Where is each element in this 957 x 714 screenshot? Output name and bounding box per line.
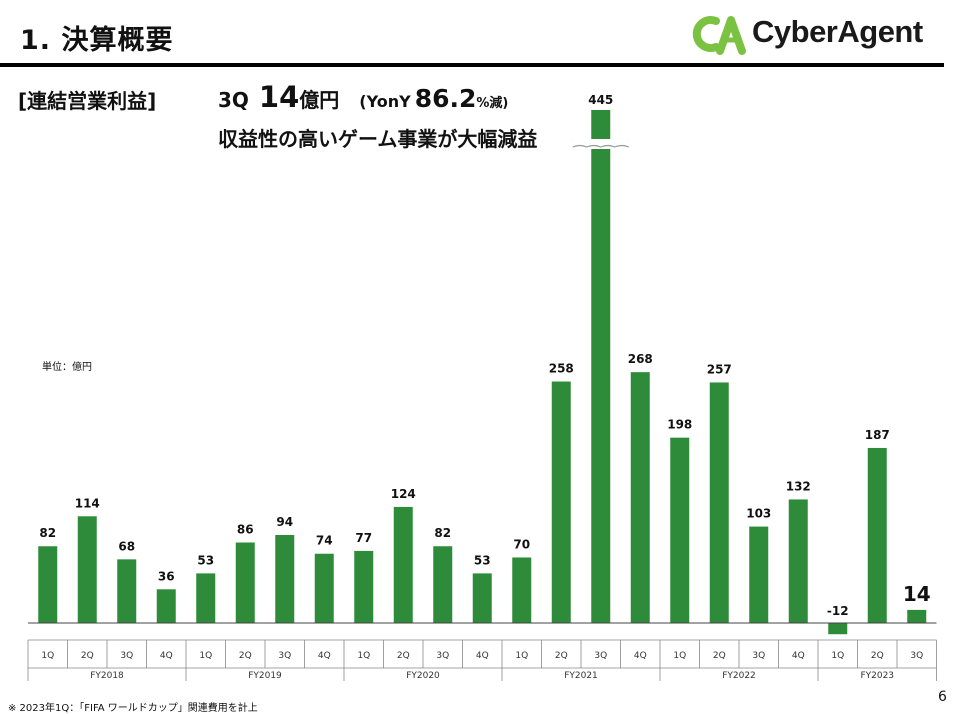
- bar-fy2023-2q: [867, 447, 887, 623]
- logo-mark-icon: [692, 16, 746, 55]
- data-label-fy2021-4q: 268: [628, 352, 653, 366]
- tick-label-fy2018-2q: 2Q: [81, 651, 94, 661]
- data-label-fy2020-3q: 82: [434, 526, 451, 540]
- tick-label-fy2019-3q: 3Q: [278, 651, 291, 661]
- fy-label-fy2023: FY2023: [860, 671, 894, 681]
- bar-fy2019-2q: [235, 542, 255, 623]
- tick-label-fy2023-1q: 1Q: [831, 651, 844, 661]
- data-label-fy2019-1q: 53: [197, 553, 214, 567]
- tick-label-fy2021-3q: 3Q: [594, 651, 607, 661]
- tick-label-fy2023-2q: 2Q: [871, 651, 884, 661]
- data-label-fy2019-2q: 86: [237, 523, 254, 537]
- data-label-fy2019-4q: 74: [316, 534, 333, 548]
- data-label-fy2023-3q: 14: [903, 582, 931, 606]
- headline-value: 14: [258, 80, 300, 114]
- fy-label-fy2019: FY2019: [248, 671, 282, 681]
- bar-fy2018-3q: [117, 559, 137, 623]
- data-label-fy2021-2q: 258: [549, 362, 574, 376]
- data-label-fy2018-4q: 36: [158, 569, 175, 583]
- data-label-fy2018-2q: 114: [75, 496, 100, 510]
- bar-fy2022-4q: [788, 499, 808, 623]
- bar-fy2023-3q: [907, 609, 927, 623]
- tick-label-fy2019-2q: 2Q: [239, 651, 252, 661]
- title-rule: [0, 63, 944, 67]
- tick-label-fy2022-1q: 1Q: [673, 651, 686, 661]
- tick-label-fy2018-1q: 1Q: [41, 651, 54, 661]
- bar-fy2021-1q: [512, 557, 532, 623]
- headline-quarter: 3Q: [218, 88, 249, 112]
- bar-fy2022-1q: [670, 437, 690, 623]
- bar-fy2018-1q: [38, 546, 58, 623]
- bar-fy2021-4q: [630, 372, 650, 623]
- page-number: 6: [938, 689, 947, 705]
- data-label-fy2022-4q: 132: [786, 479, 811, 493]
- fy-label-fy2021: FY2021: [564, 671, 598, 681]
- data-label-fy2020-2q: 124: [391, 487, 416, 501]
- bar-fy2022-2q: [709, 382, 729, 623]
- tick-label-fy2022-3q: 3Q: [752, 651, 765, 661]
- data-label-fy2023-1q: -12: [827, 604, 849, 618]
- bar-fy2019-1q: [196, 573, 216, 623]
- bar-fy2020-1q: [354, 550, 374, 623]
- bar-fy2019-3q: [275, 535, 295, 623]
- yoy-value: 86.2: [414, 84, 477, 113]
- tick-label-fy2018-3q: 3Q: [120, 651, 133, 661]
- fy-label-fy2022: FY2022: [722, 671, 756, 681]
- bar-fy2020-3q: [433, 546, 453, 623]
- company-logo: CyberAgent: [692, 11, 952, 57]
- tick-label-fy2021-1q: 1Q: [515, 651, 528, 661]
- tick-label-fy2018-4q: 4Q: [160, 651, 173, 661]
- yoy-suffix: %減): [476, 96, 509, 111]
- tick-label-fy2021-4q: 4Q: [634, 651, 647, 661]
- bar-fy2022-3q: [749, 526, 769, 623]
- data-label-fy2020-4q: 53: [474, 553, 491, 567]
- data-label-fy2022-2q: 257: [707, 362, 732, 376]
- tick-label-fy2020-4q: 4Q: [476, 651, 489, 661]
- data-label-fy2018-1q: 82: [39, 526, 56, 540]
- bar-fy2023-1q: [828, 623, 848, 635]
- bar-fy2021-3q: [591, 110, 611, 623]
- unit-label: 単位：億円: [42, 362, 92, 373]
- tick-label-fy2020-3q: 3Q: [436, 651, 449, 661]
- fy-label-fy2018: FY2018: [90, 671, 124, 681]
- data-label-fy2022-1q: 198: [667, 418, 692, 432]
- tick-label-fy2021-2q: 2Q: [555, 651, 568, 661]
- page-title: 1. 決算概要: [20, 25, 174, 56]
- data-label-fy2020-1q: 77: [355, 531, 372, 545]
- tick-label-fy2019-4q: 4Q: [318, 651, 331, 661]
- headline: 3Q 14億円 (YonY 86.2%減): [218, 80, 508, 114]
- bar-fy2018-2q: [77, 516, 97, 623]
- tick-label-fy2020-2q: 2Q: [397, 651, 410, 661]
- bar-fy2021-2q: [551, 381, 571, 623]
- tick-label-fy2019-1q: 1Q: [199, 651, 212, 661]
- tick-label-fy2023-3q: 3Q: [910, 651, 923, 661]
- axis-break-mark: [572, 144, 629, 148]
- tick-label-fy2022-2q: 2Q: [713, 651, 726, 661]
- headline-unit: 億円: [299, 88, 340, 112]
- headline-subtitle: 収益性の高いゲーム事業が大幅減益: [218, 127, 538, 151]
- tick-label-fy2020-1q: 1Q: [357, 651, 370, 661]
- fy-label-fy2020: FY2020: [406, 671, 440, 681]
- bar-fy2019-4q: [314, 553, 334, 623]
- yoy-prefix: (YonY: [359, 92, 411, 111]
- bar-fy2020-4q: [472, 573, 492, 623]
- data-label-fy2021-3q: 445: [588, 93, 613, 107]
- tick-label-fy2022-4q: 4Q: [792, 651, 805, 661]
- bar-fy2018-4q: [156, 589, 176, 623]
- section-label: [連結営業利益]: [18, 89, 157, 113]
- data-label-fy2023-2q: 187: [865, 428, 890, 442]
- data-label-fy2019-3q: 94: [276, 515, 293, 529]
- footnote: ※ 2023年1Q：「FIFA ワールドカップ」関連費用を計上: [8, 703, 258, 714]
- logo-text: CyberAgent: [752, 14, 923, 49]
- bar-fy2020-2q: [393, 506, 413, 623]
- data-label-fy2018-3q: 68: [118, 539, 135, 553]
- data-label-fy2022-3q: 103: [746, 507, 771, 521]
- data-label-fy2021-1q: 70: [513, 537, 530, 551]
